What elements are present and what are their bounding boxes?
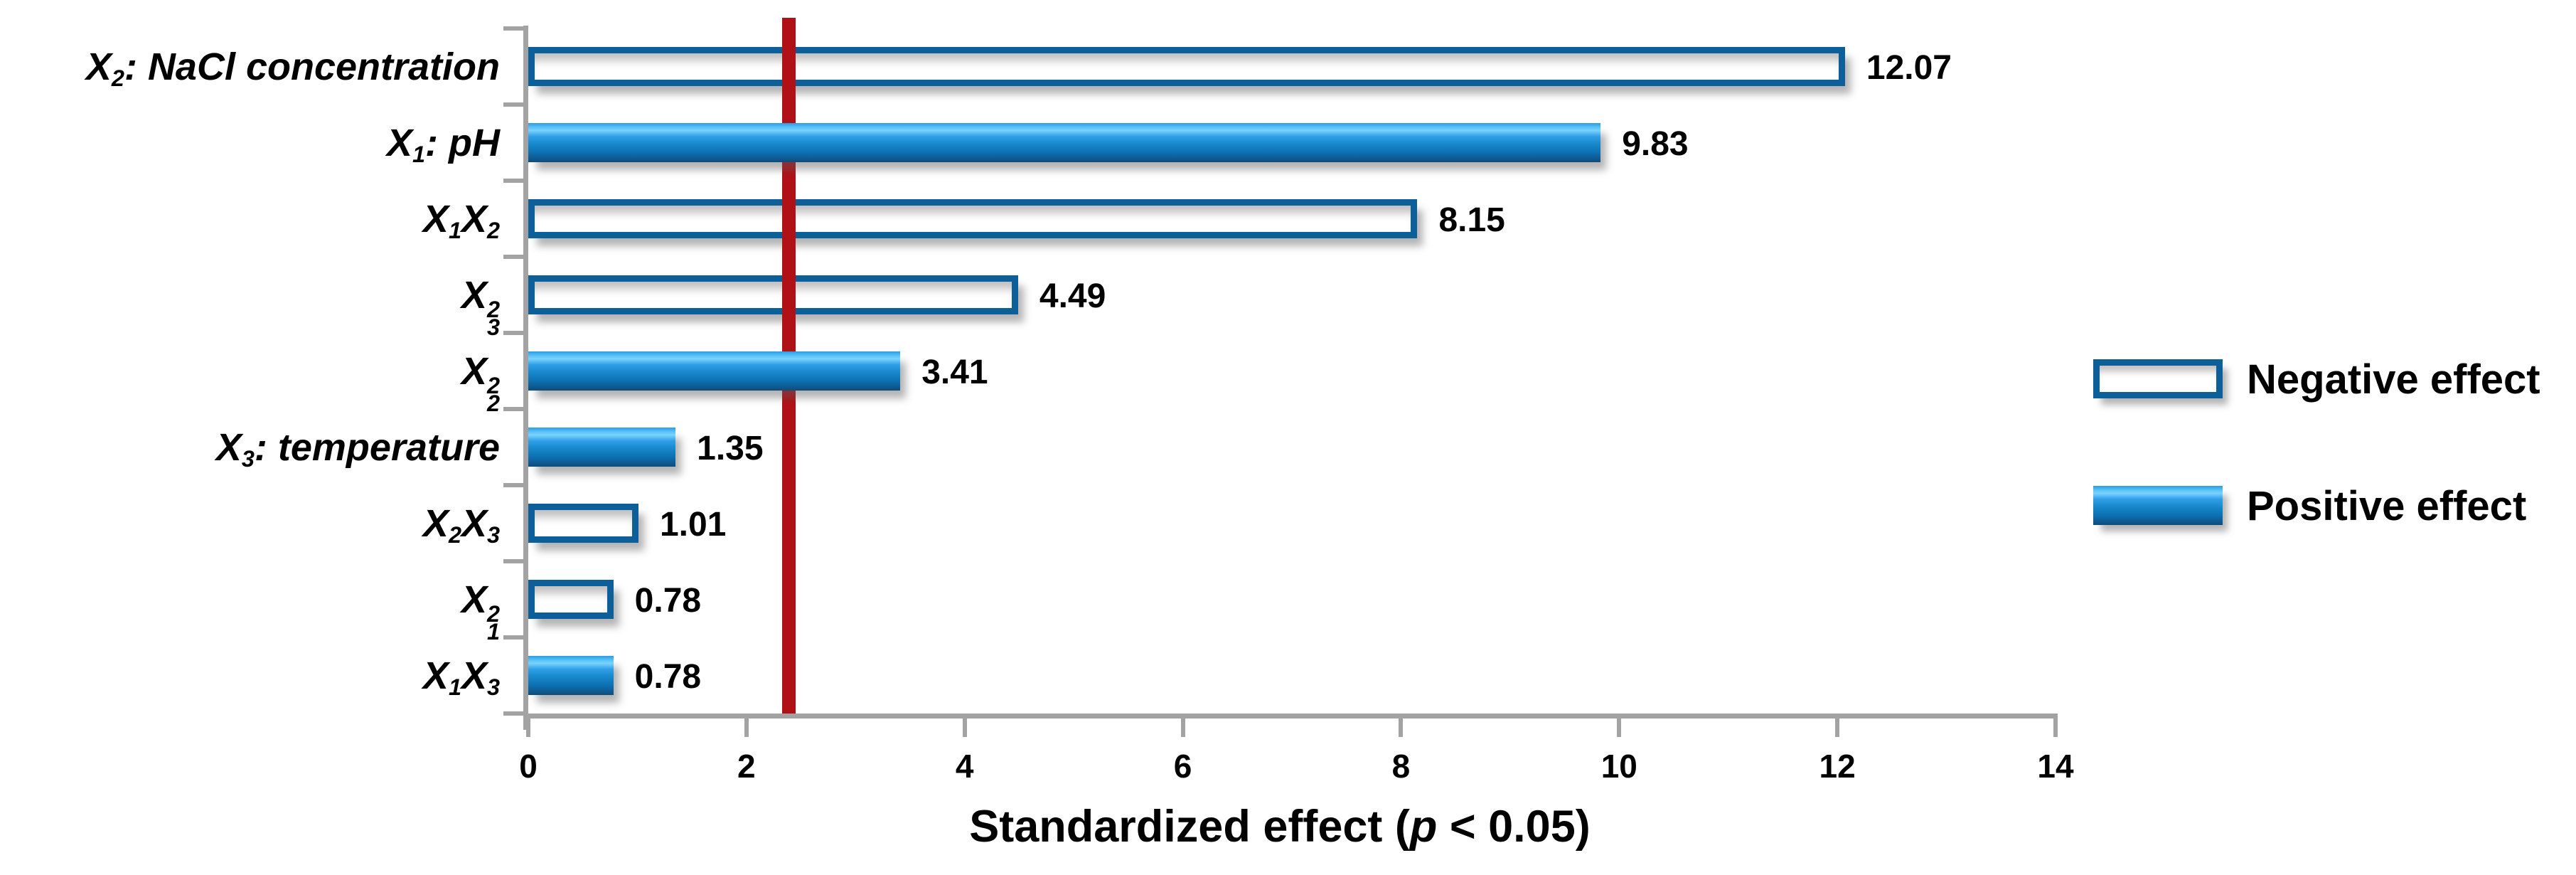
x-axis-tick [1617,718,1622,737]
x-tick-label: 12 [1819,748,1856,785]
y-axis-tick [503,407,523,411]
y-axis-tick [503,255,523,259]
x-axis-tick [1180,718,1185,737]
category-label: X2: NaCl concentration [85,45,500,91]
bar-negative-effect [528,504,638,543]
x-tick-label: 6 [1173,748,1192,785]
x-tick-label: 2 [737,748,756,785]
bar-negative-effect [528,580,614,619]
x-axis-tick [2053,718,2058,737]
x-axis-title: Standardized effect (p < 0.05) [969,802,1591,852]
legend-label-negative-effect: Negative effect [2247,356,2540,403]
bar-negative-effect [528,47,1845,86]
legend-swatch-positive-effect [2093,486,2223,525]
value-label: 9.83 [1622,124,1689,163]
y-axis-tick [503,711,523,716]
y-axis-tick [503,559,523,563]
category-label: X1X3 [422,654,500,700]
category-label: X3: temperature [215,425,500,472]
x-axis-tick [744,718,749,737]
legend-swatch-negative-effect [2093,359,2223,398]
y-axis-tick [503,26,523,31]
legend-label-positive-effect: Positive effect [2247,483,2527,529]
x-axis-tick [526,718,530,737]
x-tick-label: 8 [1391,748,1411,785]
value-label: 4.49 [1039,277,1106,315]
category-label: X2X3 [422,502,500,548]
x-tick-label: 14 [2037,748,2074,785]
bar-negative-effect [528,275,1018,314]
bar-positive-effect [528,351,901,391]
value-label: 1.35 [697,429,764,467]
category-label: X1: pH [386,121,500,167]
value-label: 1.01 [659,505,727,543]
y-axis-tick [503,102,523,107]
value-label: 8.15 [1438,201,1505,239]
y-axis-tick [503,483,523,487]
y-axis-tick [503,635,523,640]
x-tick-label: 10 [1600,748,1637,785]
bar-positive-effect [528,123,1601,162]
value-label: 3.41 [921,353,988,391]
value-label: 0.78 [634,657,702,696]
bar-positive-effect [528,656,614,695]
y-axis-tick [503,179,523,183]
x-axis-line [523,714,2058,718]
x-tick-label: 0 [519,748,538,785]
x-axis-tick [962,718,967,737]
bar-negative-effect [528,199,1418,238]
y-axis-tick [503,331,523,335]
value-label: 0.78 [634,581,702,620]
y-axis-line [523,26,528,730]
value-label: 12.07 [1866,48,1952,87]
bar-positive-effect [528,428,676,467]
x-axis-tick [1835,718,1840,737]
category-label: X1X2 [422,197,500,243]
x-axis-tick [1399,718,1404,737]
x-tick-label: 4 [955,748,974,785]
